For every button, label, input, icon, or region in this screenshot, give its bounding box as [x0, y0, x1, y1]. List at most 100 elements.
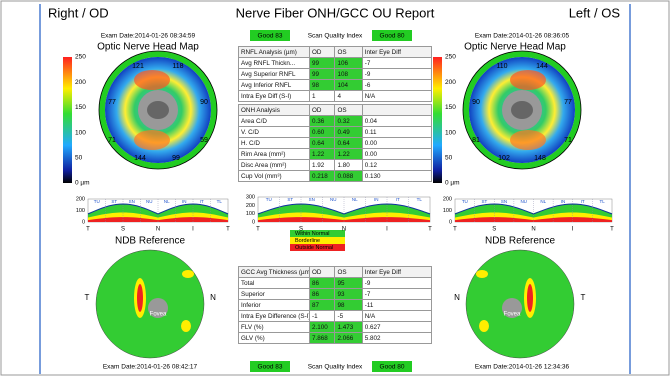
scale-label: 50	[75, 155, 83, 162]
table-cell: 95	[335, 278, 362, 289]
table-cell: V. C/D	[239, 127, 310, 138]
sector-label: NU	[520, 199, 527, 204]
y-tick-label: 200	[443, 196, 452, 202]
table-cell: Avg Superior RNFL	[239, 69, 310, 80]
scale-label: 150	[445, 104, 456, 111]
sector-label: NU	[146, 199, 153, 204]
table-cell	[362, 105, 431, 116]
sector-value: 77	[564, 99, 572, 106]
table-cell: OD	[309, 267, 335, 278]
table-cell: 98	[335, 300, 362, 311]
side-label: N	[454, 293, 460, 302]
quality-os: Good 80	[380, 33, 405, 40]
axis-label: I	[572, 227, 574, 233]
outside-zone	[527, 284, 533, 312]
quality-label: Scan Quality Index	[308, 364, 363, 371]
axis-label: S	[492, 227, 496, 233]
sector-value: 81	[472, 137, 480, 144]
table-cell: 0.11	[362, 127, 431, 138]
table-row: Inferior8798-11	[239, 300, 432, 311]
axis-label: T	[226, 227, 230, 233]
table-cell: 86	[309, 289, 335, 300]
table-cell: -7	[362, 58, 431, 69]
table-row: Avg Superior RNFL99108-9	[239, 69, 432, 80]
table-cell: 104	[335, 80, 362, 91]
table-cell: 99	[309, 69, 335, 80]
map-title: NDB Reference	[115, 236, 185, 247]
scale-label: 0 µm	[445, 180, 460, 187]
table-cell: OS	[335, 267, 362, 278]
sector-value: 144	[134, 155, 146, 162]
gcc-table: GCC Avg Thickness (µm)ODOSInter Eye Diff…	[238, 266, 432, 344]
table-cell: RNFL Analysis (µm)	[239, 47, 310, 58]
quality-label: Scan Quality Index	[308, 33, 363, 40]
table-cell: -11	[362, 300, 431, 311]
sector-label: SN	[309, 197, 315, 202]
table-cell: N/A	[362, 91, 431, 102]
table-cell: 2.100	[309, 322, 335, 333]
table-cell: 98	[309, 80, 335, 91]
exam-date: Exam Date:2014-01-26 12:34:36	[475, 364, 570, 371]
table-cell: Avg RNFL Thickn...	[239, 58, 310, 69]
table-cell: 0.130	[362, 171, 431, 182]
borderline-zone	[476, 270, 488, 278]
axis-label: S	[299, 227, 303, 233]
table-cell: Rim Area (mm²)	[239, 149, 310, 160]
sector-label: IN	[182, 199, 187, 204]
sector-label: ST	[482, 199, 488, 204]
y-tick-label: 0	[252, 219, 255, 225]
axis-label: T	[453, 227, 457, 233]
sector-label: SN	[129, 199, 135, 204]
sector-label: IT	[200, 199, 204, 204]
scale-label: 100	[75, 129, 86, 136]
axis-label: N	[531, 227, 535, 233]
fovea-label: Fovea	[504, 312, 521, 318]
table-cell: Intra Eye Difference (S-I)	[239, 311, 310, 322]
borderline-zone	[182, 270, 194, 278]
side-label: N	[210, 293, 216, 302]
table-cell: 87	[309, 300, 335, 311]
thick-zone	[510, 70, 546, 90]
table-cell: Total	[239, 278, 310, 289]
sector-label: NU	[330, 197, 337, 202]
table-cell: -7	[362, 289, 431, 300]
table-cell: 0.088	[335, 171, 362, 182]
table-cell: OD	[309, 47, 335, 58]
table-row: FLV (%)2.1001.4730.627	[239, 322, 432, 333]
table-cell: -9	[362, 278, 431, 289]
table-cell: -5	[335, 311, 362, 322]
outside-zone	[137, 284, 143, 312]
sector-value: 148	[534, 155, 546, 162]
legend-label: Borderline	[295, 238, 320, 244]
y-tick-label: 300	[246, 194, 255, 200]
table-cell: -6	[362, 80, 431, 91]
sector-label: ST	[111, 199, 117, 204]
borderline-zone	[479, 320, 489, 332]
y-tick-label: 0	[449, 219, 452, 225]
scale-label: 50	[445, 155, 453, 162]
table-cell: H. C/D	[239, 138, 310, 149]
table-cell: 5.802	[362, 333, 431, 344]
color-bar	[63, 57, 72, 183]
table-cell: 0.64	[309, 138, 335, 149]
scale-label: 0 µm	[75, 180, 90, 187]
table-cell: 0.60	[309, 127, 335, 138]
table-cell: 0.218	[309, 171, 335, 182]
table-cell: 0.627	[362, 322, 431, 333]
cup	[511, 101, 533, 119]
table-cell: Cup Vol (mm³)	[239, 171, 310, 182]
table-cell: OS	[335, 105, 362, 116]
y-tick-label: 200	[246, 203, 255, 209]
table-cell: 1.92	[309, 160, 335, 171]
table-cell: N/A	[362, 311, 431, 322]
scale-label: 100	[445, 129, 456, 136]
table-cell: Avg Inferior RNFL	[239, 80, 310, 91]
table-row: Intra Eye Difference (S-I)-1-5N/A	[239, 311, 432, 322]
quality-od: Good 83	[258, 364, 283, 371]
table-cell: -1	[309, 311, 335, 322]
table-cell: 0.00	[362, 149, 431, 160]
sector-label: TL	[217, 199, 223, 204]
